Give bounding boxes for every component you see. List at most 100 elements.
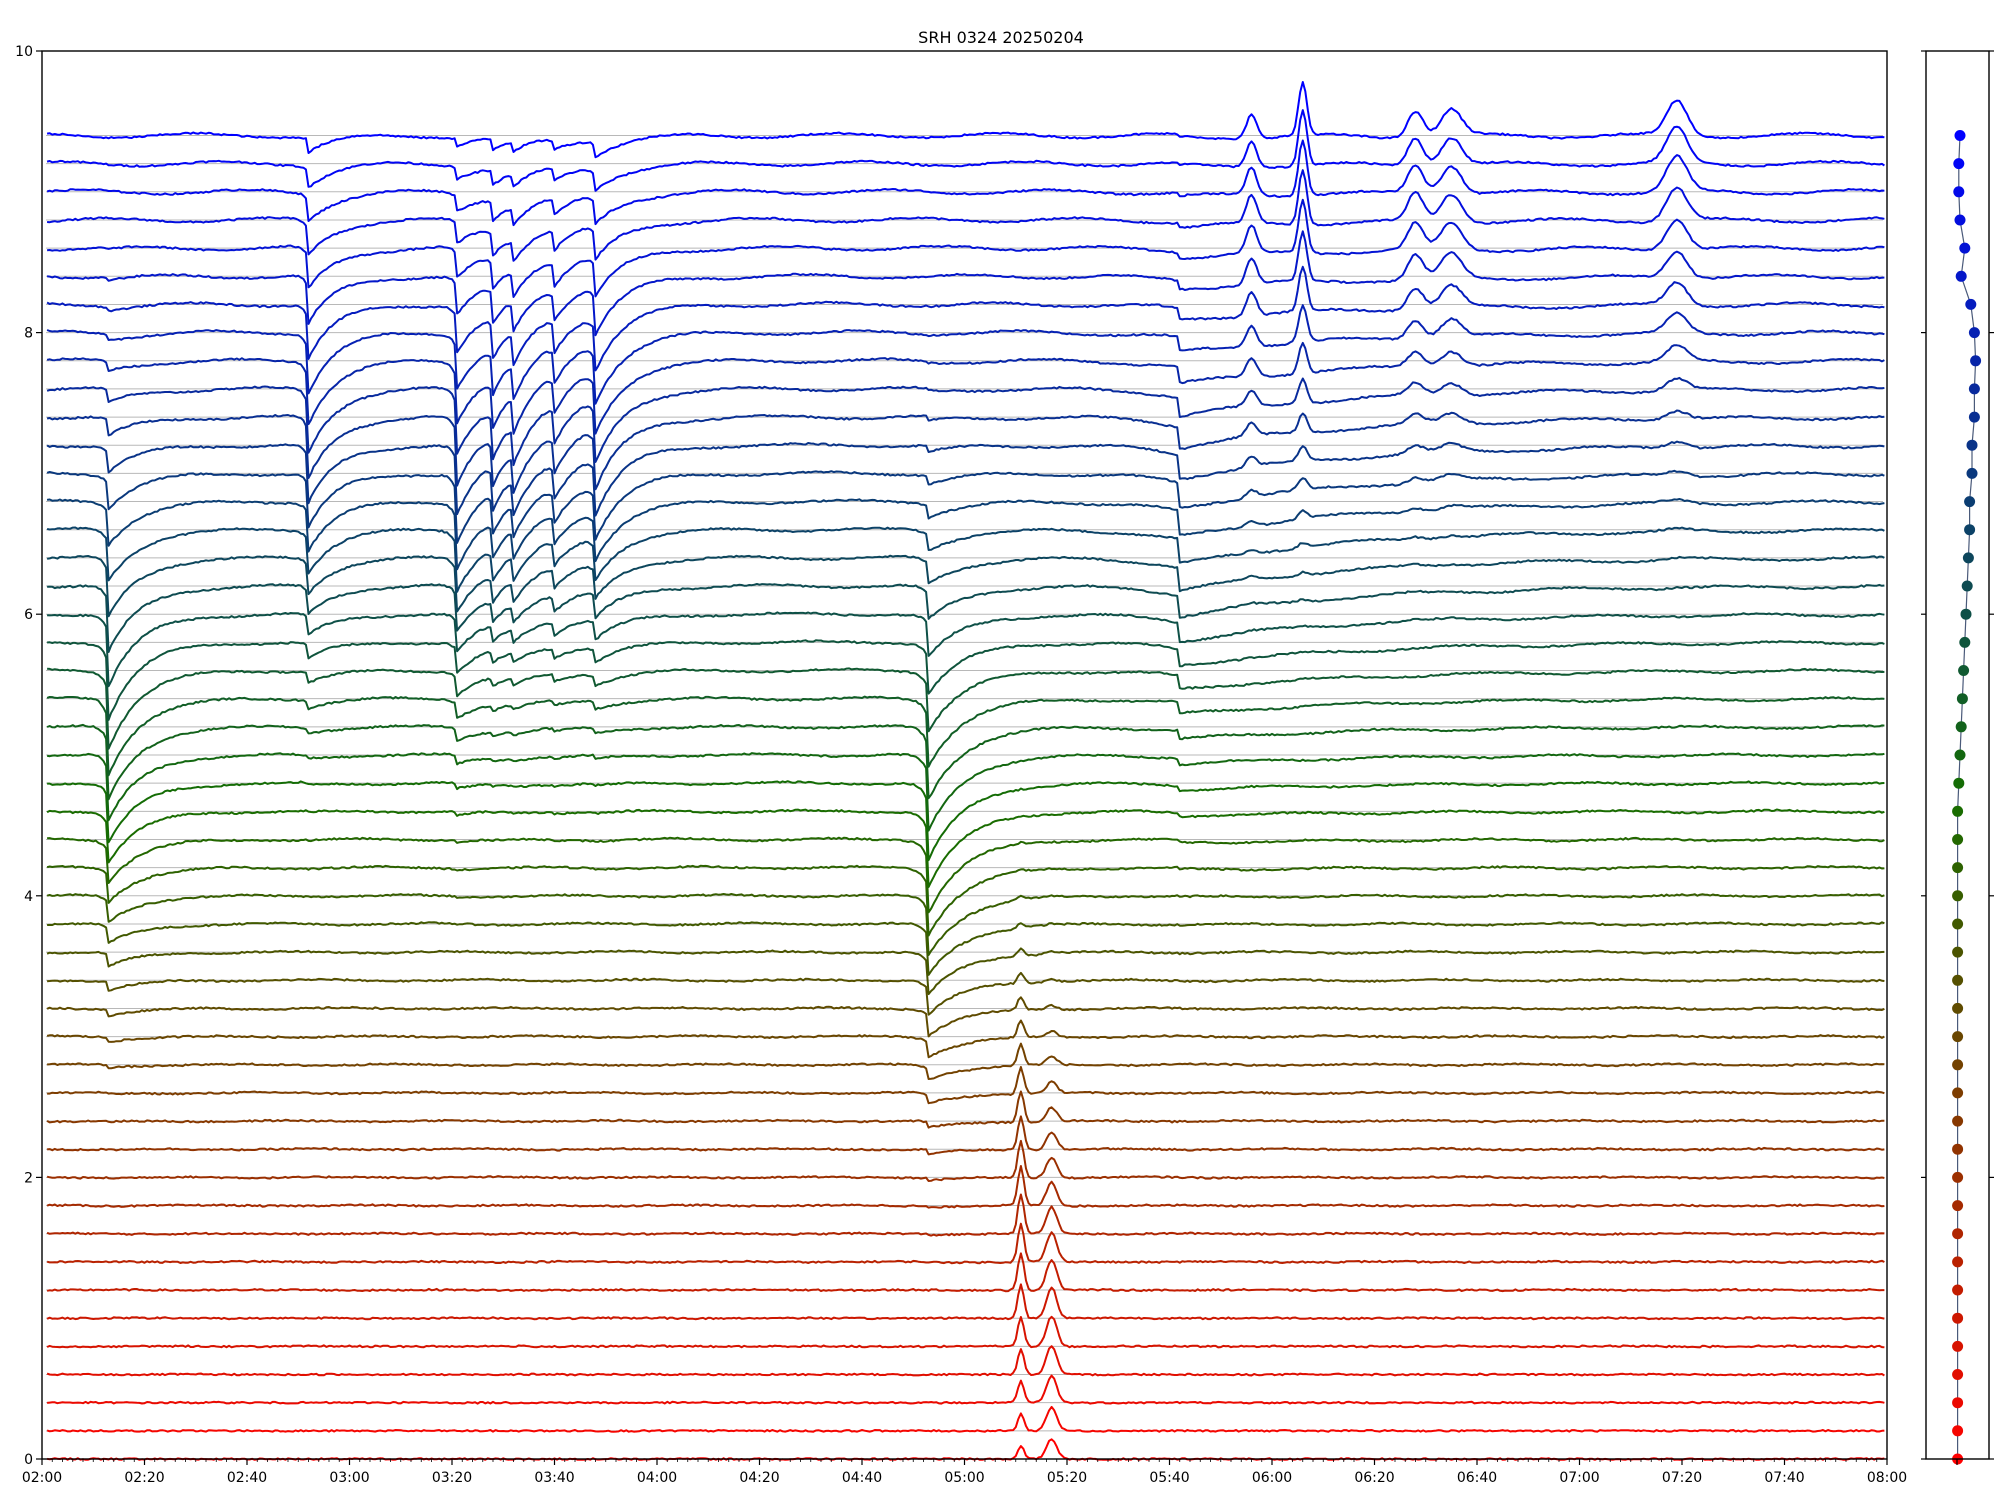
side-point: [1952, 1115, 1964, 1127]
trace-line: [46, 1019, 1885, 1059]
side-point: [1954, 130, 1966, 141]
trace-line: [46, 695, 1885, 777]
x-tick-label: 03:40: [534, 1470, 574, 1486]
side-y-axis: [1921, 50, 1994, 1465]
x-tick-label: 07:00: [1559, 1470, 1599, 1486]
side-point: [1968, 411, 1980, 423]
x-tick-label: 05:00: [944, 1470, 984, 1486]
side-point: [1952, 1087, 1964, 1099]
trace-line: [46, 1438, 1885, 1461]
side-point: [1952, 1369, 1964, 1380]
side-point: [1952, 1143, 1964, 1155]
x-tick-label: 06:20: [1354, 1470, 1394, 1486]
side-point: [1952, 805, 1964, 817]
side-panel: [1952, 130, 1982, 1465]
side-point: [1952, 1312, 1964, 1324]
x-tick-label: 04:00: [637, 1470, 677, 1486]
trace-line: [46, 341, 1885, 435]
trace-line: [46, 81, 1885, 159]
side-point: [1959, 636, 1971, 648]
x-tick-label: 07:20: [1662, 1470, 1702, 1486]
side-point: [1952, 834, 1964, 845]
trace-line: [46, 440, 1885, 517]
x-tick-label: 04:20: [739, 1470, 779, 1486]
trace-line: [46, 808, 1885, 888]
side-point: [1955, 270, 1967, 282]
x-tick-label: 03:00: [329, 1470, 369, 1486]
trace-line: [46, 1345, 1885, 1377]
trace-line: [47, 611, 1885, 688]
side-point: [1970, 355, 1982, 367]
x-tick-label: 08:00: [1867, 1470, 1907, 1486]
trace-line: [47, 1066, 1885, 1105]
trace-line: [47, 583, 1885, 653]
side-point: [1952, 1171, 1964, 1183]
side-point: [1964, 496, 1976, 508]
x-tick-label: 05:40: [1149, 1470, 1189, 1486]
side-point: [1952, 1284, 1964, 1296]
side-point: [1952, 974, 1964, 986]
side-point: [1953, 158, 1965, 170]
trace-line: [47, 1042, 1885, 1080]
trace-line: [46, 230, 1885, 337]
trace-line: [47, 780, 1885, 862]
y-tick-label: 2: [24, 1170, 33, 1186]
trace-line: [46, 554, 1885, 618]
trace-line: [46, 498, 1885, 571]
trace-line: [46, 526, 1885, 593]
side-point: [1962, 552, 1974, 564]
trace-line: [46, 723, 1885, 801]
side-point: [1968, 327, 1980, 339]
trace-line: [46, 1139, 1885, 1182]
side-point: [1952, 1256, 1964, 1268]
trace-line: [46, 1252, 1885, 1293]
y-axis: 0 2 4 6 8 10: [15, 44, 42, 1468]
side-point: [1952, 946, 1964, 958]
trace-line: [46, 893, 1885, 956]
side-point: [1952, 1228, 1964, 1240]
side-point: [1953, 186, 1965, 198]
y-tick-label: 6: [24, 607, 33, 623]
side-point: [1952, 1200, 1964, 1212]
side-point: [1954, 214, 1966, 226]
side-point: [1964, 524, 1976, 536]
trace-line: [46, 1115, 1885, 1156]
trace-line: [46, 752, 1885, 832]
side-point: [1955, 721, 1967, 733]
side-point: [1958, 665, 1970, 676]
side-point: [1961, 580, 1973, 592]
side-point: [1952, 1397, 1964, 1409]
side-point: [1952, 890, 1964, 902]
y-tick-label: 8: [24, 326, 33, 342]
side-point: [1966, 467, 1978, 479]
trace-line: [47, 836, 1885, 914]
trace-line: [46, 469, 1885, 544]
trace-line: [46, 304, 1885, 405]
trace-line: [46, 864, 1885, 937]
side-point: [1954, 749, 1966, 761]
x-tick-label: 06:40: [1457, 1470, 1497, 1486]
trace-line: [46, 139, 1885, 227]
trace-line: [46, 265, 1885, 372]
x-tick-label: 04:40: [842, 1470, 882, 1486]
trace-line: [46, 1405, 1885, 1433]
side-point: [1968, 383, 1980, 395]
y-tick-label: 0: [24, 1452, 33, 1468]
trace-line: [46, 1283, 1885, 1321]
side-point: [1952, 1059, 1964, 1071]
trace-series: [46, 81, 1885, 1461]
trace-line: [47, 921, 1885, 976]
y-tick-label: 4: [24, 889, 33, 905]
x-tick-label: 05:20: [1047, 1470, 1087, 1486]
side-point: [1952, 862, 1964, 874]
trace-line: [46, 109, 1885, 192]
x-tick-label: 02:20: [124, 1470, 164, 1486]
x-tick-label: 03:20: [432, 1470, 472, 1486]
x-tick-label: 02:40: [227, 1470, 267, 1486]
side-point: [1965, 298, 1977, 310]
side-point: [1952, 1340, 1964, 1352]
trace-line: [46, 996, 1885, 1038]
trace-line: [46, 1315, 1885, 1349]
x-tick-label: 07:40: [1764, 1470, 1804, 1486]
side-point: [1952, 918, 1964, 930]
